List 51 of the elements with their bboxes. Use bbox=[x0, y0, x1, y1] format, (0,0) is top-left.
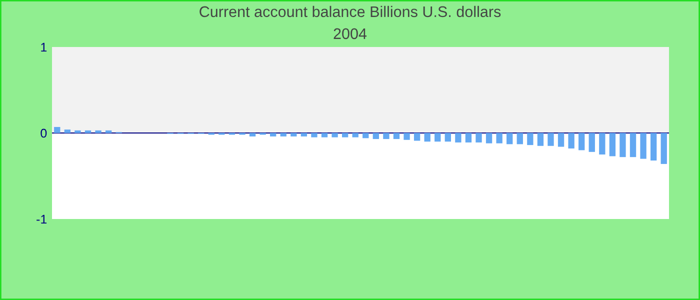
bar bbox=[599, 133, 606, 154]
bar bbox=[660, 133, 667, 164]
bar bbox=[54, 126, 60, 133]
bar bbox=[95, 130, 102, 133]
bar bbox=[414, 133, 420, 141]
bar bbox=[465, 133, 472, 142]
bar bbox=[516, 133, 523, 144]
bar bbox=[424, 133, 430, 142]
bar bbox=[321, 133, 328, 138]
bar bbox=[311, 133, 318, 138]
bar bbox=[620, 133, 626, 158]
bar bbox=[434, 133, 441, 142]
bar bbox=[496, 133, 502, 144]
bar bbox=[476, 133, 482, 142]
bar bbox=[393, 133, 400, 140]
bar bbox=[280, 133, 286, 136]
bar bbox=[290, 133, 297, 136]
y-tick-label: 1 bbox=[41, 42, 47, 52]
bar bbox=[362, 133, 369, 138]
bar bbox=[444, 133, 451, 142]
bar bbox=[300, 133, 308, 136]
bar bbox=[64, 130, 71, 133]
chart-subtitle: 2004 bbox=[334, 28, 367, 40]
y-tick-label: 0 bbox=[40, 128, 47, 138]
bar bbox=[506, 133, 513, 144]
bar bbox=[383, 133, 390, 140]
bar bbox=[352, 133, 358, 138]
bar bbox=[486, 133, 492, 144]
bar bbox=[527, 133, 534, 146]
bar bbox=[537, 133, 544, 146]
chart-title: Current account balance Billions U.S. dollars bbox=[200, 6, 501, 18]
bar bbox=[558, 133, 564, 147]
bar bbox=[372, 133, 380, 140]
bar bbox=[568, 133, 574, 148]
bar bbox=[404, 133, 410, 140]
bar bbox=[578, 133, 585, 150]
bar bbox=[249, 133, 256, 136]
bar bbox=[588, 133, 595, 152]
bar bbox=[609, 133, 616, 156]
y-tick-label: -1 bbox=[36, 214, 47, 224]
bar bbox=[548, 133, 554, 146]
bar bbox=[640, 133, 646, 159]
bar bbox=[105, 130, 112, 133]
bar bbox=[332, 133, 338, 138]
bar bbox=[650, 133, 657, 161]
bar bbox=[74, 130, 81, 133]
bar bbox=[455, 133, 462, 142]
bar bbox=[270, 133, 276, 136]
bar bbox=[342, 133, 348, 138]
bar bbox=[630, 133, 636, 158]
bar bbox=[84, 130, 92, 133]
